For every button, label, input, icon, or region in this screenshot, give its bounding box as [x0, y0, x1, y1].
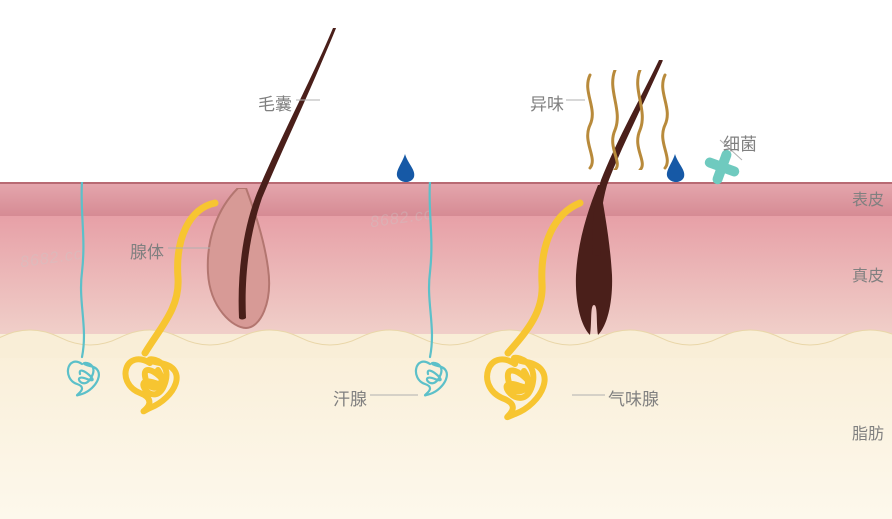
label-gland-body: 腺体: [130, 238, 164, 263]
layer-label-dermis: 真皮: [852, 262, 884, 286]
label-scent-gland: 气味腺: [608, 385, 659, 410]
label-follicle: 毛囊: [258, 90, 292, 115]
layer-label-fat: 脂肪: [852, 420, 884, 444]
label-odor: 异味: [530, 90, 564, 115]
layer-label-epidermis: 表皮: [852, 186, 884, 210]
label-sweat-gland: 汗腺: [333, 385, 367, 410]
label-bacteria: 细菌: [723, 130, 757, 155]
